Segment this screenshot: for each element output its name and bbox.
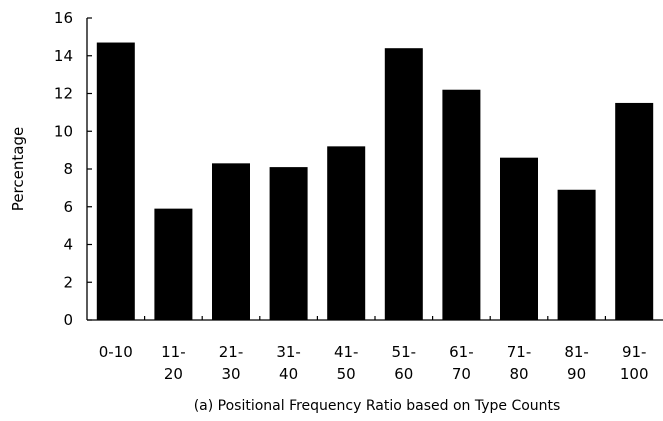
bar [500,157,538,320]
x-category-label: 30 [221,365,240,383]
y-tick-label: 0 [63,311,73,329]
bar [384,48,423,320]
bar [212,163,250,320]
x-category-label: 41- [334,343,359,361]
x-category-label: 0-10 [99,343,133,361]
bar [269,167,308,320]
bars [96,42,654,320]
x-category-labels: 0-10 11- 20 21- 30 31- 40 41- 50 51- 60 61- 70 71- 80 8… [99,343,649,383]
x-category-label: 50 [337,365,356,383]
bar [96,42,135,320]
x-category-label: 40 [279,365,298,383]
bar [442,89,481,320]
y-tick-label: 8 [63,160,73,178]
x-category-label: 71- [507,343,532,361]
chart-caption: (a) Positional Frequency Ratio based on … [194,398,561,414]
y-tick-label: 14 [54,47,73,65]
x-category-label: 51- [392,343,417,361]
y-tick-label: 10 [54,122,73,140]
y-ticks: 0 2 4 6 8 10 12 14 16 [54,9,92,329]
y-tick-label: 12 [54,85,73,103]
x-category-label: 80 [509,365,528,383]
x-category-label: 90 [567,365,586,383]
y-axis-label: Percentage [9,127,27,211]
bar [557,189,596,320]
x-category-label: 91- [622,343,647,361]
y-tick-label: 2 [63,273,73,291]
x-category-label: 60 [394,365,413,383]
bar [615,102,654,320]
x-category-label: 31- [276,343,301,361]
y-tick-label: 16 [54,9,73,27]
x-category-label: 70 [452,365,471,383]
x-category-label: 100 [620,365,649,383]
x-category-label: 20 [164,365,183,383]
y-tick-label: 4 [63,236,73,254]
x-category-label: 21- [219,343,244,361]
bar [327,146,366,320]
y-tick-label: 6 [63,198,73,216]
x-category-label: 11- [161,343,186,361]
x-category-label: 61- [449,343,474,361]
x-category-label: 81- [564,343,589,361]
bar [154,208,193,320]
